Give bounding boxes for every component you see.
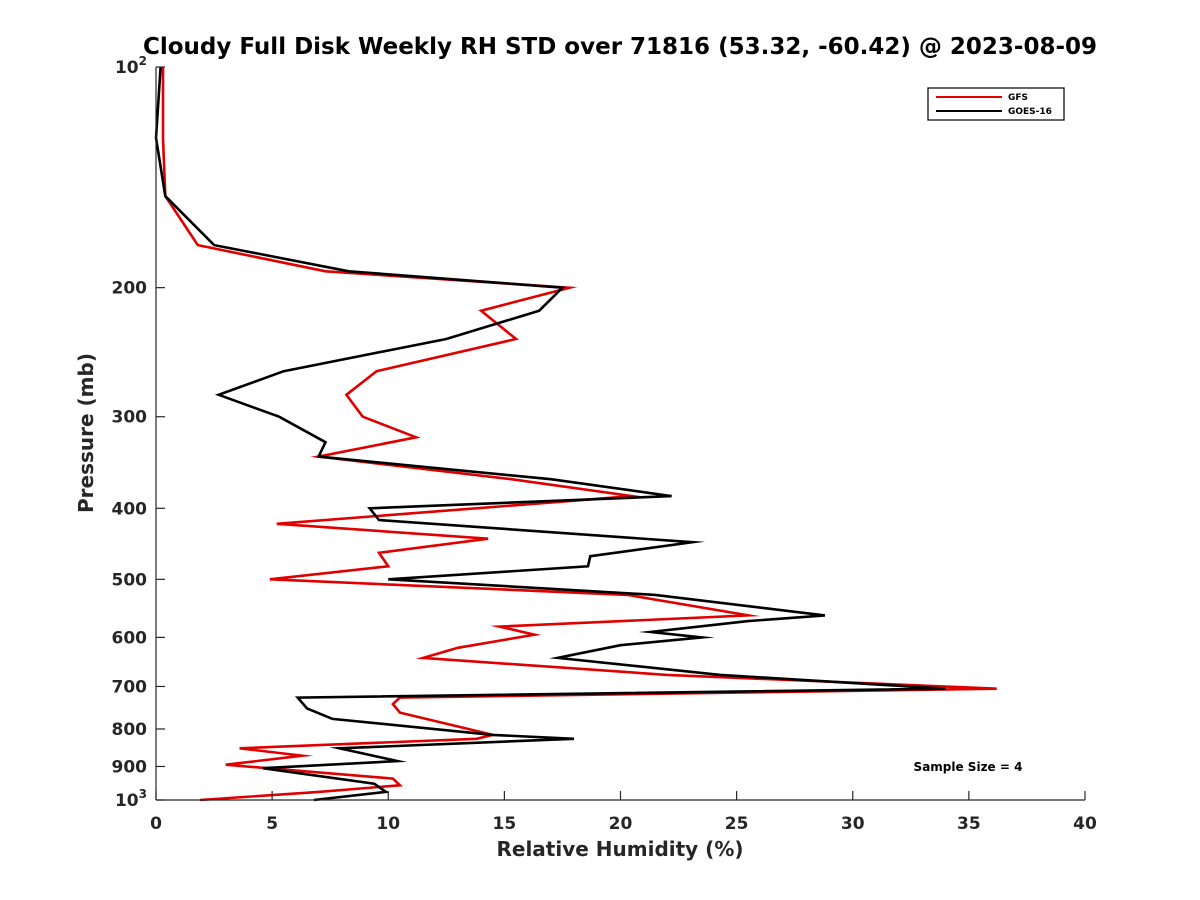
x-tick-label: 15 xyxy=(493,814,517,834)
series-line-gfs xyxy=(161,67,997,802)
y-tick-label: 800 xyxy=(112,720,148,740)
legend-label-goes16: GOES-16 xyxy=(1008,107,1052,117)
y-tick-label: 400 xyxy=(112,499,148,519)
x-tick-label: 35 xyxy=(957,814,981,834)
x-tick-label: 0 xyxy=(150,814,162,834)
y-ticks: 102 200 300 400 500 600 700 800 900 103 xyxy=(112,54,165,811)
y-tick-label: 200 xyxy=(112,279,148,299)
y-tick-label: 102 xyxy=(115,54,147,78)
x-ticks: 0 5 10 15 20 25 30 35 40 xyxy=(150,791,1097,834)
y-tick-label: 103 xyxy=(115,787,147,811)
x-tick-label: 30 xyxy=(841,814,865,834)
x-tick-label: 20 xyxy=(609,814,633,834)
legend-box xyxy=(927,87,1065,121)
y-axis-label: Pressure (mb) xyxy=(74,353,98,513)
x-tick-label: 25 xyxy=(725,814,749,834)
x-tick-label: 10 xyxy=(376,814,400,834)
series-goes16 xyxy=(154,66,946,802)
series-layer xyxy=(154,66,997,802)
x-axis-label: Relative Humidity (%) xyxy=(496,837,743,861)
y-tick-label: 900 xyxy=(112,757,148,777)
y-tick-label: 700 xyxy=(112,677,148,697)
y-tick-label: 300 xyxy=(112,408,148,428)
x-tick-label: 5 xyxy=(266,814,278,834)
x-tick-label: 40 xyxy=(1073,814,1097,834)
series-gfs xyxy=(161,67,997,802)
sample-size-annotation: Sample Size = 4 xyxy=(914,760,1023,774)
legend-label-gfs: GFS xyxy=(1008,93,1028,103)
y-tick-label: 500 xyxy=(112,570,148,590)
legend: GFS GOES-16 xyxy=(927,87,1065,121)
y-tick-label: 600 xyxy=(112,628,148,648)
series-line-goes16 xyxy=(154,66,946,802)
chart-title: Cloudy Full Disk Weekly RH STD over 7181… xyxy=(143,34,1097,60)
